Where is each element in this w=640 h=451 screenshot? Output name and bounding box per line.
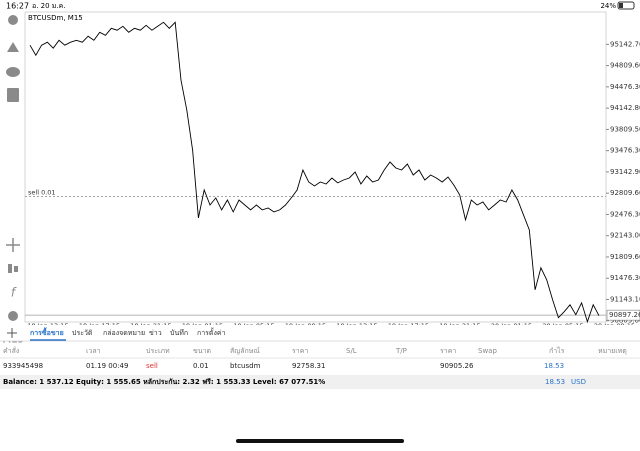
objects-icon[interactable] bbox=[8, 311, 18, 321]
table-header: หมายเหตุ bbox=[598, 347, 627, 355]
y-tick-label: 94809.60 bbox=[610, 62, 640, 70]
sell-label: sell 0.01 bbox=[28, 188, 56, 196]
y-tick-label: 91143.10 bbox=[610, 295, 640, 303]
tab-bar bbox=[0, 325, 640, 341]
y-tick-label: 92809.60 bbox=[610, 189, 640, 197]
price-box bbox=[606, 309, 640, 321]
table-header: ขนาด bbox=[193, 347, 211, 355]
indicator-icon[interactable]: f bbox=[11, 286, 17, 300]
y-tick-label: 93809.50 bbox=[610, 125, 640, 133]
table-header: T/P bbox=[395, 347, 407, 355]
table-cell[interactable]: 01.19 00:49 bbox=[86, 362, 128, 370]
y-tick-label: 93142.90 bbox=[610, 168, 640, 176]
tab[interactable]: ประวัติ bbox=[72, 329, 93, 337]
table-cell[interactable]: 90905.26 bbox=[440, 362, 474, 370]
left-toolbar: f bbox=[6, 15, 20, 321]
table-header: กำไร bbox=[549, 346, 565, 355]
table-header: Swap bbox=[478, 347, 497, 355]
y-tick-label: 92476.30 bbox=[610, 210, 640, 218]
tab[interactable]: กล่องจดหมาย bbox=[103, 329, 145, 337]
y-tick-label: 92143.00 bbox=[610, 232, 640, 240]
y-tick-label: 90809.60 bbox=[610, 317, 640, 325]
chart-type-icon[interactable] bbox=[8, 264, 12, 273]
chart-frame bbox=[24, 11, 607, 323]
battery-level bbox=[619, 3, 623, 8]
table-header: คำสั่ง bbox=[3, 346, 19, 355]
table-header: สัญลักษณ์ bbox=[230, 347, 260, 355]
new-icon[interactable] bbox=[7, 88, 19, 102]
price-label: 90897.26 bbox=[609, 311, 640, 319]
summary-text: Balance: 1 537.12 Equity: 1 555.65 หลักป… bbox=[3, 378, 325, 386]
table-header: ราคา bbox=[440, 347, 456, 355]
trade-icon[interactable] bbox=[7, 42, 19, 52]
y-tick-label: 94476.30 bbox=[610, 83, 640, 91]
orders-table: คำสั่ง เวลา ประเภท ขนาด สัญลักษณ์ ราคา S/L T/P ร… bbox=[0, 346, 640, 370]
summary-currency: USD bbox=[571, 378, 586, 386]
tab[interactable]: การตั้งค่า bbox=[197, 326, 226, 337]
chat-icon[interactable] bbox=[6, 67, 20, 77]
y-tick-label: 91476.30 bbox=[610, 274, 640, 282]
status-time: 16:27 bbox=[6, 2, 29, 11]
table-header: ประเภท bbox=[146, 347, 170, 355]
tab[interactable]: บันทึก bbox=[170, 328, 188, 337]
home-indicator bbox=[236, 439, 404, 443]
battery-icon bbox=[617, 1, 635, 10]
table-cell[interactable]: 92758.31 bbox=[292, 362, 325, 370]
chart-title: BTCUSDm, M15 bbox=[28, 14, 83, 22]
tabs: การซื้อขาย ประวัติ กล่องจดหมาย ข่าว บันทึก กา… bbox=[30, 326, 226, 341]
table-header: S/L bbox=[346, 347, 357, 355]
battery: 24% bbox=[600, 2, 616, 10]
summary-profit: 18.53 bbox=[545, 378, 565, 386]
table-header: ราคา bbox=[292, 347, 308, 355]
table-cell[interactable]: sell bbox=[146, 362, 158, 370]
table-cell[interactable]: 18.53 bbox=[544, 362, 564, 370]
y-tick-label: 93476.30 bbox=[610, 147, 640, 155]
y-tick-label: 94142.80 bbox=[610, 104, 640, 112]
table-cell[interactable]: 0.01 bbox=[193, 362, 209, 370]
y-tick-label: 95142.70 bbox=[610, 40, 640, 48]
crosshair-icon[interactable] bbox=[6, 238, 20, 252]
y-tick-label: 91809.60 bbox=[610, 253, 640, 261]
tab[interactable]: ข่าว bbox=[149, 329, 162, 337]
table-header: เวลา bbox=[86, 347, 101, 355]
summary-bar bbox=[0, 375, 640, 389]
table-cell[interactable]: 933945498 bbox=[3, 362, 43, 370]
table-cell[interactable]: btcusdm bbox=[230, 362, 261, 370]
tab[interactable]: การซื้อขาย bbox=[30, 326, 64, 337]
status-date: อ. 20 ม.ค. bbox=[32, 2, 66, 10]
account-icon[interactable] bbox=[8, 15, 18, 25]
price-line-series bbox=[29, 21, 600, 324]
chart-type-icon-2[interactable] bbox=[14, 266, 18, 272]
add-button[interactable] bbox=[7, 328, 17, 338]
